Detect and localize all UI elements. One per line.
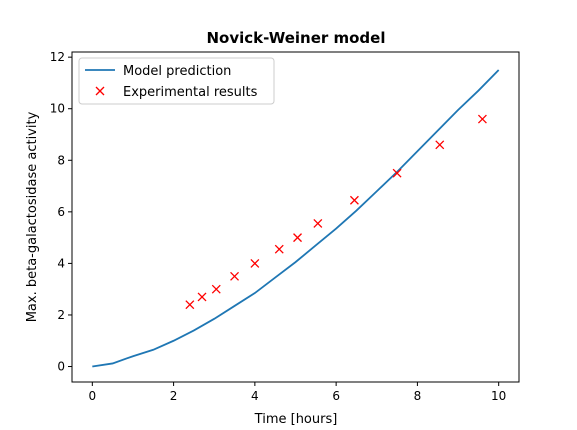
marker-stroke bbox=[349, 195, 359, 205]
y-tick-label: 2 bbox=[57, 308, 65, 322]
marker-stroke bbox=[197, 292, 207, 302]
experimental-point bbox=[392, 168, 402, 178]
y-tick-label: 8 bbox=[57, 153, 65, 167]
marker-stroke bbox=[435, 140, 445, 150]
y-tick-label: 6 bbox=[57, 205, 65, 219]
x-tick-label: 4 bbox=[251, 389, 259, 403]
y-tick-label: 10 bbox=[50, 102, 65, 116]
legend-box bbox=[78, 57, 275, 105]
marker-stroke bbox=[313, 218, 323, 228]
legend-marker-swatch bbox=[95, 86, 105, 96]
experimental-point bbox=[274, 244, 284, 254]
x-axis-label: Time [hours] bbox=[254, 412, 338, 427]
experimental-point bbox=[197, 292, 207, 302]
marker-stroke bbox=[392, 168, 402, 178]
plot-frame bbox=[71, 51, 520, 383]
chart-title: Novick-Weiner model bbox=[207, 29, 386, 47]
experimental-point bbox=[250, 258, 260, 268]
marker-stroke bbox=[230, 271, 240, 281]
experimental-point bbox=[435, 140, 445, 150]
experimental-point bbox=[313, 218, 323, 228]
model-prediction-series bbox=[92, 69, 500, 368]
y-axis-label: Max. beta-galactosidase activity bbox=[25, 111, 40, 322]
legend-label-model: Model prediction bbox=[123, 64, 231, 79]
experimental-point bbox=[477, 114, 487, 124]
axis-ticks: 0 2 4 6 8 10 0 2 4 6 8 10 12 bbox=[50, 50, 507, 403]
marker-stroke bbox=[211, 284, 221, 294]
experimental-point bbox=[230, 271, 240, 281]
x-tick-label: 8 bbox=[414, 389, 422, 403]
marker-stroke bbox=[250, 258, 260, 268]
experimental-point bbox=[349, 195, 359, 205]
y-tick-label: 12 bbox=[50, 50, 65, 64]
marker-stroke bbox=[274, 244, 284, 254]
marker-stroke bbox=[95, 86, 105, 96]
experimental-point bbox=[293, 233, 302, 243]
model-prediction-line bbox=[92, 69, 500, 368]
marker-stroke bbox=[477, 114, 487, 124]
marker-stroke bbox=[185, 300, 195, 310]
legend-x-marker bbox=[95, 86, 105, 96]
y-tick-label: 4 bbox=[57, 256, 65, 270]
experimental-results-series bbox=[185, 114, 487, 310]
legend: Model prediction Experimental results bbox=[78, 57, 275, 105]
x-tick-label: 6 bbox=[332, 389, 340, 403]
x-tick-label: 2 bbox=[170, 389, 178, 403]
marker-stroke bbox=[293, 233, 302, 243]
y-tick-label: 0 bbox=[57, 360, 65, 374]
legend-label-experimental: Experimental results bbox=[123, 85, 258, 100]
x-tick-label: 0 bbox=[88, 389, 96, 403]
experimental-point bbox=[211, 284, 221, 294]
experimental-point bbox=[185, 300, 195, 310]
x-tick-label: 10 bbox=[491, 389, 506, 403]
